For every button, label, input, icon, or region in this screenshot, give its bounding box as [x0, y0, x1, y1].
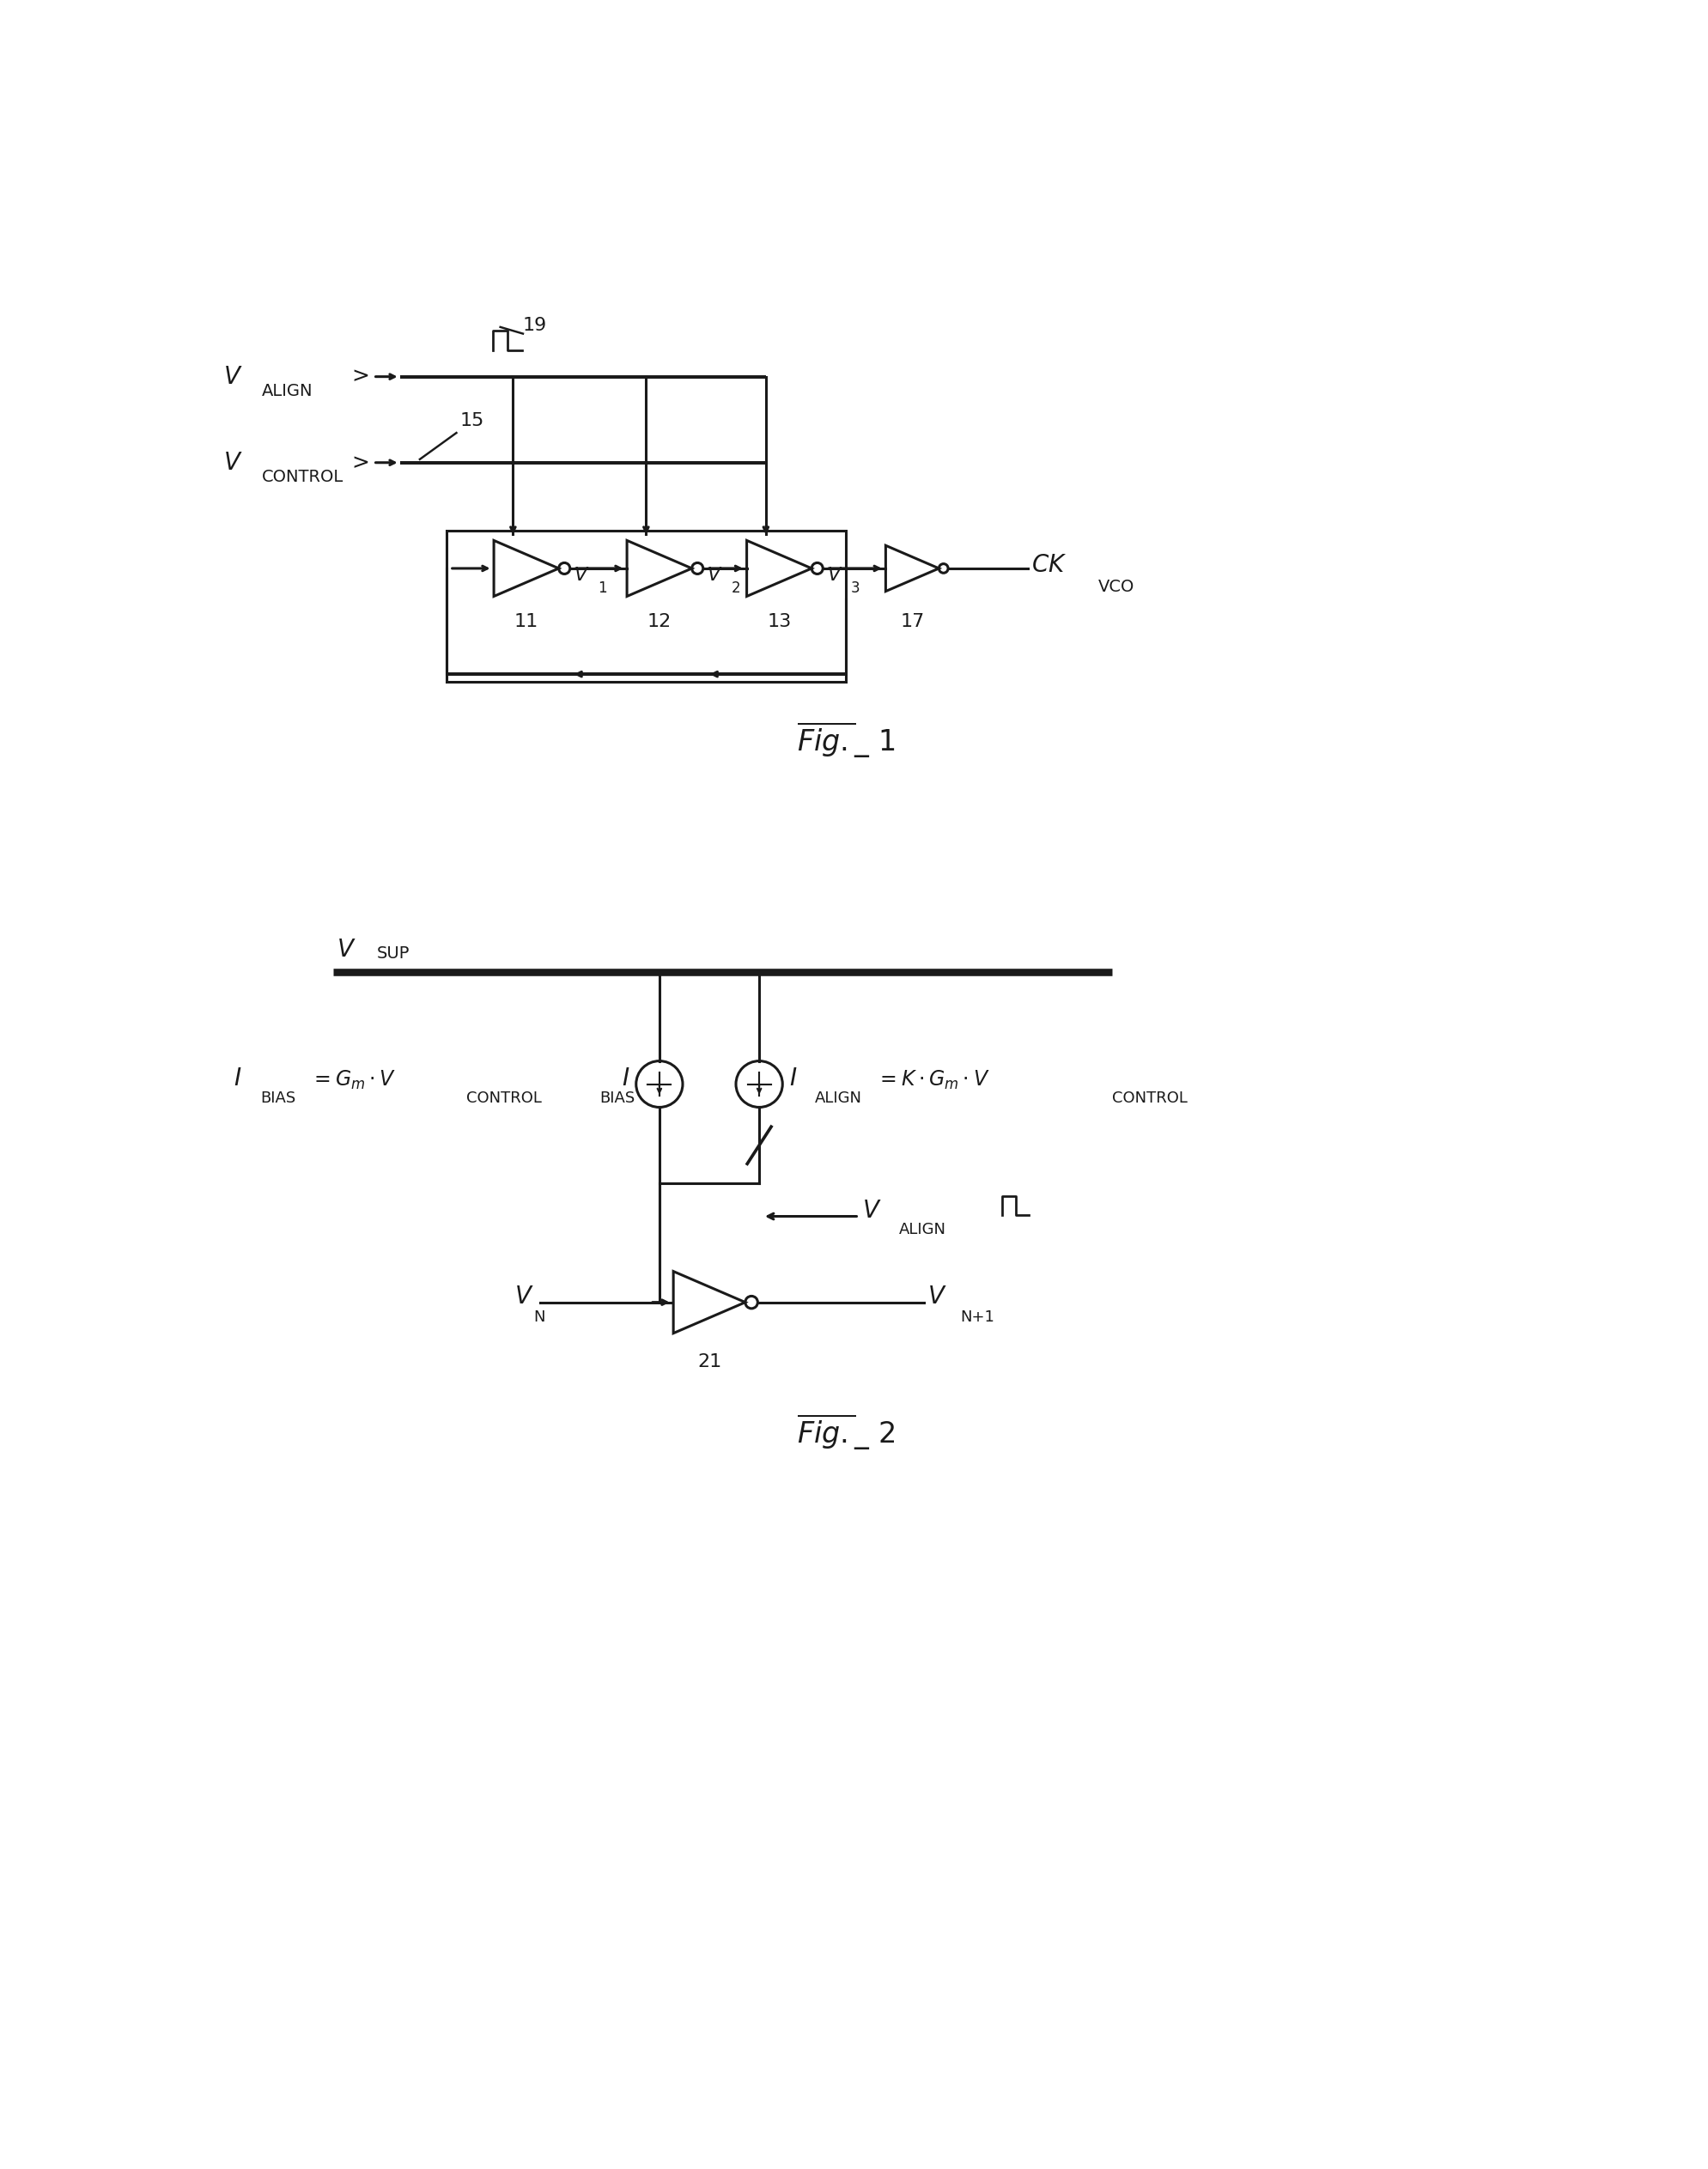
- Text: $\overline{Fig.}\_\ 1$: $\overline{Fig.}\_\ 1$: [796, 720, 895, 759]
- Text: $I$: $I$: [234, 1067, 241, 1091]
- Text: >: >: [352, 367, 371, 386]
- Text: $V$: $V$: [574, 566, 589, 583]
- Text: VCO: VCO: [1098, 579, 1134, 594]
- Text: 1: 1: [598, 581, 606, 596]
- Text: $V$: $V$: [224, 364, 243, 388]
- Text: CONTROL: CONTROL: [261, 469, 343, 486]
- Text: 13: 13: [767, 614, 791, 629]
- Text: 21: 21: [697, 1353, 721, 1371]
- Text: $\overline{Fig.}\_\ 2$: $\overline{Fig.}\_\ 2$: [796, 1412, 895, 1453]
- Text: $= G_m \cdot V$: $= G_m \cdot V$: [309, 1069, 396, 1091]
- Text: CONTROL: CONTROL: [466, 1091, 541, 1106]
- Text: ALIGN: ALIGN: [261, 384, 313, 399]
- Text: $V$: $V$: [224, 451, 243, 475]
- Text: 19: 19: [523, 317, 547, 334]
- Text: >: >: [352, 453, 371, 473]
- Text: $= K \cdot G_m \cdot V$: $= K \cdot G_m \cdot V$: [876, 1069, 989, 1091]
- Text: $V$: $V$: [863, 1199, 881, 1223]
- Text: $I$: $I$: [622, 1067, 630, 1091]
- Text: N: N: [533, 1310, 545, 1325]
- Text: 12: 12: [647, 614, 671, 629]
- Text: $V$: $V$: [707, 566, 722, 583]
- Text: $V$: $V$: [514, 1284, 533, 1310]
- Text: 3: 3: [851, 581, 859, 596]
- Text: BIAS: BIAS: [600, 1091, 635, 1106]
- Text: ALIGN: ALIGN: [898, 1221, 946, 1236]
- Text: $V$: $V$: [336, 937, 355, 961]
- Text: SUP: SUP: [376, 946, 410, 961]
- Text: CONTROL: CONTROL: [1112, 1091, 1187, 1106]
- Text: 11: 11: [514, 614, 538, 629]
- Text: 15: 15: [459, 412, 483, 429]
- Text: $CK$: $CK$: [1032, 553, 1068, 577]
- Text: $I$: $I$: [789, 1067, 798, 1091]
- Text: N+1: N+1: [960, 1310, 996, 1325]
- Text: BIAS: BIAS: [260, 1091, 295, 1106]
- Text: 17: 17: [900, 614, 924, 629]
- Text: ALIGN: ALIGN: [815, 1091, 861, 1106]
- Text: $V$: $V$: [827, 566, 842, 583]
- Text: $V$: $V$: [927, 1284, 946, 1310]
- Text: 2: 2: [731, 581, 740, 596]
- Bar: [446, 531, 845, 681]
